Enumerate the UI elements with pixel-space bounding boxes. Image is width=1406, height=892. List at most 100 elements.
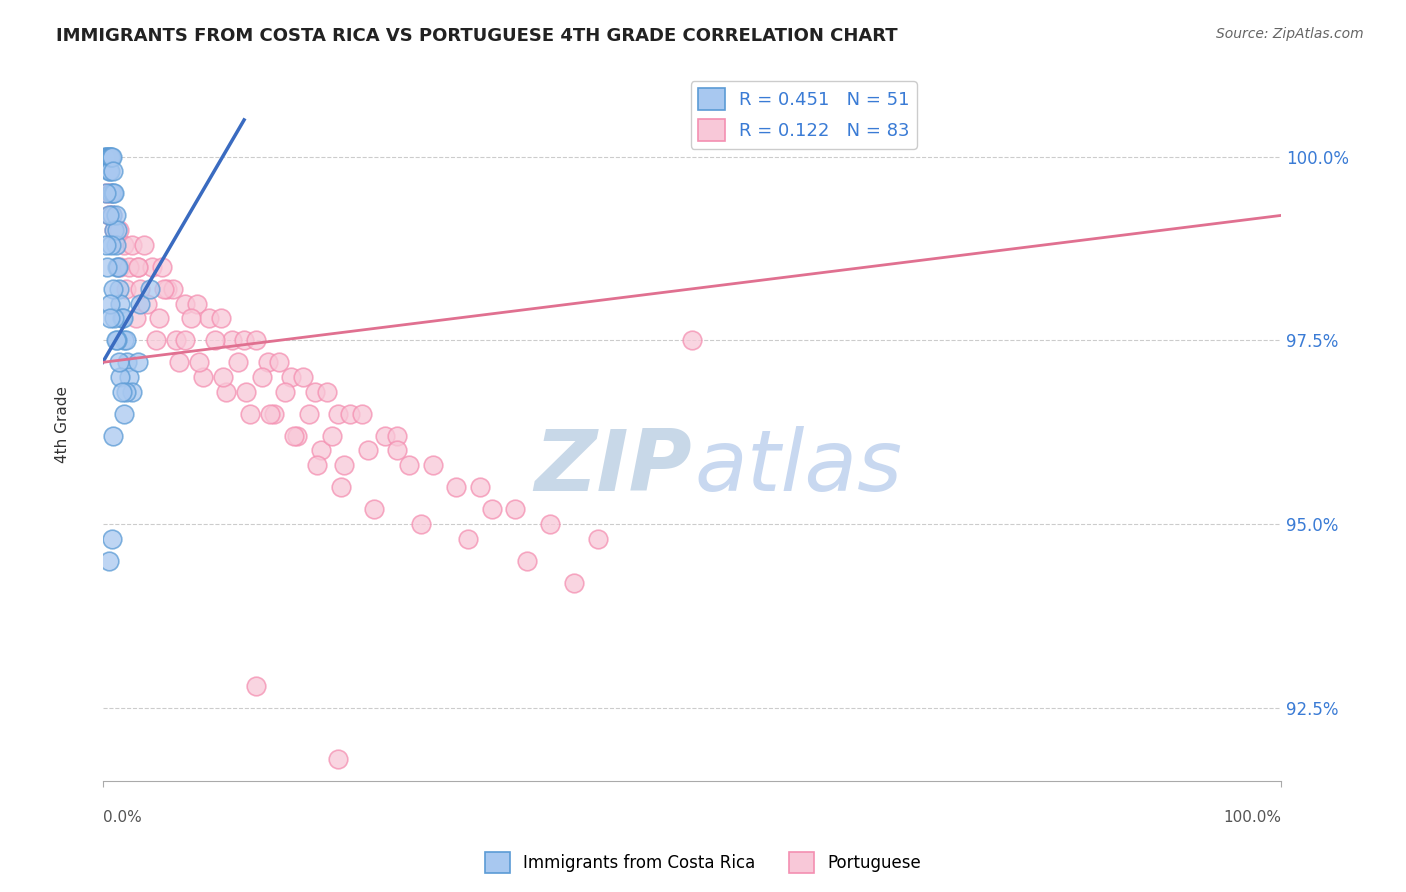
Point xyxy=(363,502,385,516)
Point xyxy=(468,480,491,494)
Point xyxy=(105,223,128,237)
Point xyxy=(285,429,308,443)
Point xyxy=(103,223,125,237)
Point xyxy=(481,502,503,516)
Point xyxy=(304,384,326,399)
Point xyxy=(165,333,187,347)
Point xyxy=(333,458,356,472)
Point xyxy=(111,311,134,326)
Text: Source: ZipAtlas.com: Source: ZipAtlas.com xyxy=(1216,27,1364,41)
Point xyxy=(156,282,179,296)
Point xyxy=(398,458,420,472)
Point xyxy=(115,282,138,296)
Legend: R = 0.451   N = 51, R = 0.122   N = 83: R = 0.451 N = 51, R = 0.122 N = 83 xyxy=(690,81,917,149)
Point xyxy=(145,333,167,347)
Point xyxy=(101,150,124,164)
Point xyxy=(444,480,467,494)
Point xyxy=(96,150,118,164)
Point xyxy=(104,209,127,223)
Point xyxy=(150,260,173,274)
Point xyxy=(97,209,120,223)
Point xyxy=(162,282,184,296)
Point xyxy=(110,311,132,326)
Text: 0.0%: 0.0% xyxy=(103,810,142,824)
Point xyxy=(101,532,124,546)
Point xyxy=(457,532,479,546)
Point xyxy=(139,282,162,296)
Point xyxy=(103,282,125,296)
Point xyxy=(121,237,143,252)
Point xyxy=(97,164,120,178)
Point xyxy=(105,333,128,347)
Point xyxy=(328,752,350,766)
Point xyxy=(127,260,149,274)
Point xyxy=(350,407,373,421)
Point xyxy=(409,516,432,531)
Point xyxy=(117,355,139,369)
Point xyxy=(103,164,125,178)
Point xyxy=(153,282,176,296)
Point xyxy=(96,186,118,201)
Point xyxy=(101,209,124,223)
Point xyxy=(127,355,149,369)
Point xyxy=(112,333,135,347)
Point xyxy=(97,209,120,223)
Point xyxy=(117,260,139,274)
Point xyxy=(329,480,352,494)
Point xyxy=(129,296,152,310)
Text: atlas: atlas xyxy=(695,426,903,509)
Point xyxy=(148,311,170,326)
Point xyxy=(292,370,315,384)
Point xyxy=(100,150,122,164)
Point xyxy=(256,355,278,369)
Point xyxy=(174,333,197,347)
Text: ZIP: ZIP xyxy=(534,426,692,509)
Point xyxy=(339,407,361,421)
Point xyxy=(108,223,131,237)
Point xyxy=(103,223,125,237)
Point xyxy=(96,186,118,201)
Point xyxy=(103,311,125,326)
Point xyxy=(129,282,152,296)
Point xyxy=(309,443,332,458)
Point xyxy=(215,384,238,399)
Point xyxy=(98,164,121,178)
Point xyxy=(108,355,131,369)
Point xyxy=(180,311,202,326)
Point xyxy=(169,355,191,369)
Point xyxy=(357,443,380,458)
Point xyxy=(250,370,273,384)
Point xyxy=(132,237,155,252)
Point xyxy=(100,237,122,252)
Point xyxy=(191,370,214,384)
Point xyxy=(141,260,163,274)
Point xyxy=(105,223,128,237)
Point xyxy=(110,260,132,274)
Point xyxy=(94,150,117,164)
Point xyxy=(104,333,127,347)
Point xyxy=(562,575,585,590)
Point xyxy=(107,260,129,274)
Point xyxy=(103,429,125,443)
Point xyxy=(280,370,302,384)
Point xyxy=(115,333,138,347)
Point xyxy=(239,407,262,421)
Point xyxy=(96,237,118,252)
Point xyxy=(226,355,249,369)
Point xyxy=(274,384,297,399)
Point xyxy=(188,355,211,369)
Point xyxy=(117,370,139,384)
Point xyxy=(586,532,609,546)
Point xyxy=(387,443,409,458)
Point xyxy=(387,429,409,443)
Point xyxy=(101,209,124,223)
Point xyxy=(104,237,127,252)
Point xyxy=(269,355,291,369)
Text: 100.0%: 100.0% xyxy=(1223,810,1281,824)
Point xyxy=(98,296,121,310)
Point xyxy=(197,311,219,326)
Point xyxy=(374,429,396,443)
Point xyxy=(259,407,281,421)
Point xyxy=(127,260,149,274)
Point xyxy=(245,679,267,693)
